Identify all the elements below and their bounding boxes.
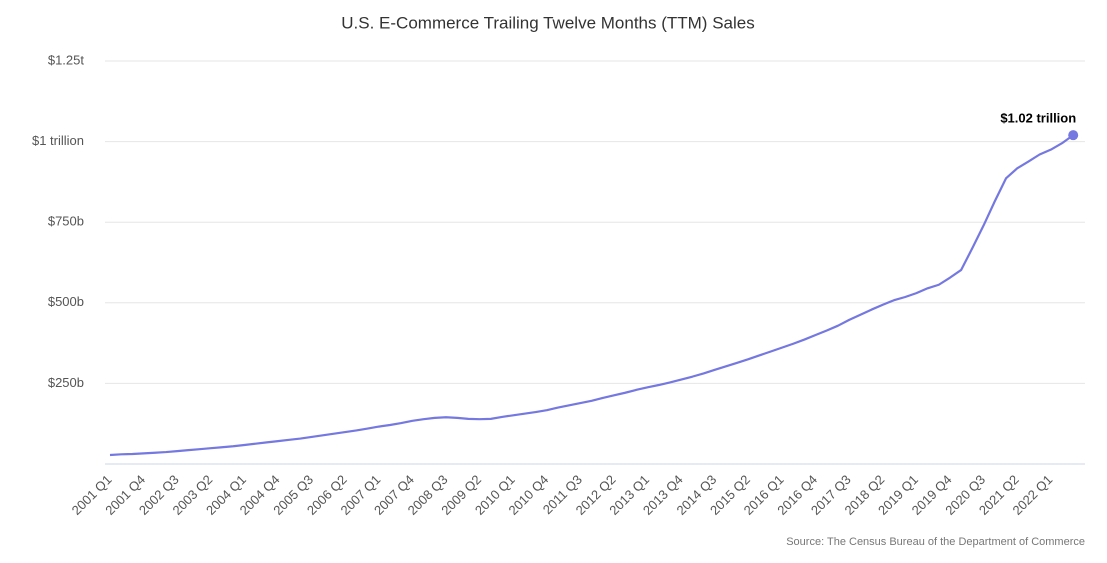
source-note: Source: The Census Bureau of the Departm… [786, 536, 1085, 548]
data-label: $1.02 trillion [1000, 111, 1076, 126]
point-marker [1068, 130, 1079, 141]
y-tick-label: $750b [48, 214, 84, 229]
y-tick-label: $1 trillion [32, 133, 84, 148]
chart-title: U.S. E-Commerce Trailing Twelve Months (… [341, 13, 754, 32]
y-tick-label: $500b [48, 294, 84, 309]
y-tick-label: $250b [48, 375, 84, 390]
line-series [109, 134, 1074, 457]
y-tick-label: $1.25t [48, 52, 85, 67]
